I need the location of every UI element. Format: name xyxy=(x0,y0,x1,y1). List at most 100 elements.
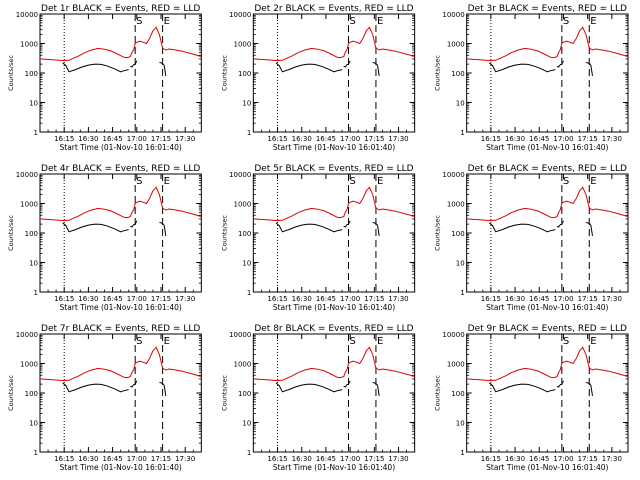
y-axis-label: Counts/sec xyxy=(220,375,228,411)
series-events-segment-2 xyxy=(556,380,564,388)
x-tick-label: 17:15 xyxy=(364,455,384,463)
series-events-segment-3 xyxy=(159,221,167,236)
marker-label-E: E xyxy=(164,336,170,347)
x-tick-label: 17:30 xyxy=(388,135,408,143)
marker-label-S: S xyxy=(563,336,569,347)
y-tick-label: 10000 xyxy=(229,171,251,179)
chart-panel-5: Det 5r BLACK = Events, RED = LLD 1 10 100 10… xyxy=(220,164,416,312)
series-events-segment-1 xyxy=(488,222,556,233)
y-axis-label: Counts/sec xyxy=(7,55,15,91)
x-axis-label: Start Time (01-Nov-10 16:01:40) xyxy=(273,463,395,472)
plot-frame xyxy=(252,13,416,133)
panel-title: Det 6r BLACK = Events, RED = LLD xyxy=(468,164,627,174)
y-tick-label: 1000 xyxy=(447,361,465,369)
y-tick-label: 10 xyxy=(29,420,38,428)
series-events-segment-1 xyxy=(62,62,129,73)
y-tick-label: 10 xyxy=(29,100,38,108)
series-events-segment-3 xyxy=(585,221,593,236)
y-tick-label: 10 xyxy=(242,260,251,268)
y-tick-label: 1 xyxy=(247,289,251,297)
panel-title: Det 1r BLACK = Events, RED = LLD xyxy=(41,4,200,14)
marker-label-S: S xyxy=(350,336,356,347)
x-tick-label: 16:30 xyxy=(78,295,98,303)
y-tick-label: 10000 xyxy=(442,331,464,339)
series-lld-line xyxy=(466,346,629,382)
x-tick-label: 17:00 xyxy=(553,295,573,303)
marker-label-S: S xyxy=(350,176,356,187)
series-events-segment-1 xyxy=(62,222,129,233)
x-tick-label: 16:45 xyxy=(103,295,123,303)
panel-title: Det 4r BLACK = Events, RED = LLD xyxy=(41,164,200,174)
y-tick-label: 10 xyxy=(456,100,465,108)
panel-title: Det 9r BLACK = Events, RED = LLD xyxy=(468,324,627,334)
y-tick-label: 100 xyxy=(25,230,38,238)
series-events-segment-3 xyxy=(159,61,167,76)
x-tick-label: 16:15 xyxy=(54,455,74,463)
x-tick-label: 16:45 xyxy=(529,455,549,463)
y-axis-label: Counts/sec xyxy=(220,215,228,251)
marker-label-S: S xyxy=(136,176,142,187)
x-tick-label: 17:30 xyxy=(602,135,622,143)
series-events-segment-3 xyxy=(372,221,380,236)
x-axis-label: Start Time (01-Nov-10 16:01:40) xyxy=(60,463,182,472)
x-tick-label: 16:45 xyxy=(316,455,336,463)
y-tick-label: 1000 xyxy=(447,201,465,209)
x-axis-label: Start Time (01-Nov-10 16:01:40) xyxy=(273,303,395,312)
x-tick-label: 16:45 xyxy=(103,455,123,463)
y-tick-label: 100 xyxy=(25,390,38,398)
series-lld-line xyxy=(39,186,202,222)
plot-frame xyxy=(39,333,202,453)
x-tick-label: 16:45 xyxy=(529,135,549,143)
x-axis-label: Start Time (01-Nov-10 16:01:40) xyxy=(486,143,608,152)
series-lld-line xyxy=(466,186,629,222)
marker-label-S: S xyxy=(563,176,569,187)
y-tick-label: 1000 xyxy=(20,201,38,209)
y-tick-label: 10000 xyxy=(16,11,38,19)
x-tick-label: 17:30 xyxy=(388,295,408,303)
x-tick-label: 17:15 xyxy=(578,455,598,463)
x-axis-label: Start Time (01-Nov-10 16:01:40) xyxy=(60,303,182,312)
series-events-segment-2 xyxy=(130,380,138,388)
x-tick-label: 17:30 xyxy=(388,455,408,463)
y-tick-label: 10 xyxy=(242,420,251,428)
series-events-segment-3 xyxy=(372,381,380,396)
series-events-segment-1 xyxy=(62,382,129,393)
x-tick-label: 16:15 xyxy=(481,135,501,143)
y-tick-label: 1 xyxy=(34,449,38,457)
marker-label-E: E xyxy=(377,336,383,347)
x-axis-label: Start Time (01-Nov-10 16:01:40) xyxy=(273,143,395,152)
x-tick-label: 17:00 xyxy=(127,295,147,303)
marker-label-S: S xyxy=(563,16,569,27)
plot-frame xyxy=(466,333,629,453)
panel-title: Det 7r BLACK = Events, RED = LLD xyxy=(41,324,200,334)
x-tick-label: 16:30 xyxy=(292,455,312,463)
y-tick-label: 1 xyxy=(460,449,464,457)
series-events-segment-3 xyxy=(585,61,593,76)
x-tick-label: 17:00 xyxy=(553,135,573,143)
series-events-segment-2 xyxy=(343,380,351,388)
plot-frame xyxy=(39,13,202,133)
y-axis-label: Counts/sec xyxy=(434,55,442,91)
y-tick-label: 10000 xyxy=(16,171,38,179)
y-tick-label: 100 xyxy=(451,230,464,238)
y-tick-label: 10 xyxy=(456,420,465,428)
x-tick-label: 16:15 xyxy=(54,295,74,303)
marker-label-E: E xyxy=(590,16,596,27)
y-axis-label: Counts/sec xyxy=(7,375,15,411)
y-tick-label: 1 xyxy=(460,129,464,137)
series-events-segment-1 xyxy=(275,222,343,233)
x-axis-label: Start Time (01-Nov-10 16:01:40) xyxy=(486,303,608,312)
panel-title: Det 3r BLACK = Events, RED = LLD xyxy=(468,4,627,14)
x-axis-label: Start Time (01-Nov-10 16:01:40) xyxy=(486,463,608,472)
y-tick-label: 1 xyxy=(460,289,464,297)
x-tick-label: 17:15 xyxy=(151,295,171,303)
plot-frame xyxy=(466,13,629,133)
x-tick-label: 17:00 xyxy=(127,135,147,143)
y-tick-label: 100 xyxy=(451,390,464,398)
x-tick-label: 17:00 xyxy=(127,455,147,463)
y-axis-label: Counts/sec xyxy=(434,375,442,411)
series-lld-line xyxy=(39,26,202,62)
x-tick-label: 16:45 xyxy=(103,135,123,143)
y-tick-label: 10000 xyxy=(16,331,38,339)
